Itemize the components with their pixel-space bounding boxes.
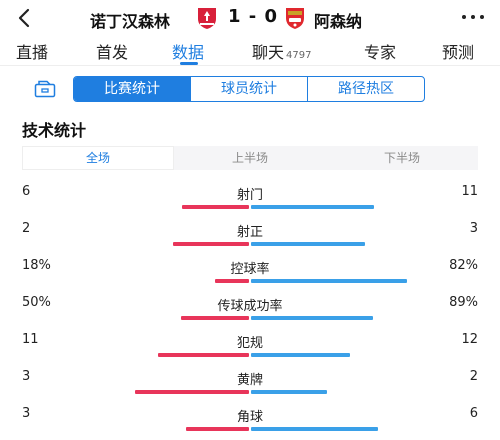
away-value: 89%	[449, 295, 478, 310]
stat-label: 射正	[236, 225, 263, 240]
stat-label: 传球成功率	[217, 299, 283, 314]
tab-live[interactable]: 直播	[16, 43, 49, 62]
more-options-icon[interactable]	[462, 15, 484, 19]
tab-stats[interactable]: 数据	[172, 43, 205, 62]
away-team-crest[interactable]	[284, 6, 306, 30]
stat-row-possession: 18% 控球率 82%	[0, 258, 500, 288]
home-value: 3	[22, 406, 31, 421]
chat-count: 4797	[286, 50, 312, 61]
section-title: 技术统计	[22, 121, 87, 140]
away-bar	[251, 427, 378, 431]
active-tab-indicator	[180, 62, 198, 65]
home-value: 11	[22, 332, 39, 347]
match-score: 1 - 0	[228, 6, 279, 27]
segment-player-stats[interactable]: 球员统计	[190, 77, 307, 101]
away-bar	[251, 205, 374, 209]
away-bar	[251, 279, 407, 283]
stat-label: 黄牌	[236, 373, 263, 388]
away-value: 6	[469, 406, 478, 421]
home-team-name[interactable]: 诺丁汉森林	[90, 12, 171, 31]
chevron-left-icon	[18, 8, 30, 28]
stat-row-shots: 6 射门 11	[0, 184, 500, 214]
home-bar	[182, 205, 249, 209]
stat-label: 射门	[236, 188, 263, 203]
away-bar	[251, 390, 327, 394]
home-value: 2	[22, 221, 31, 236]
away-value: 3	[469, 221, 478, 236]
stats-segment-control: 比赛统计 球员统计 路径热区	[73, 76, 425, 102]
away-bar	[251, 242, 365, 246]
away-value: 2	[469, 369, 478, 384]
tab-chat[interactable]: 聊天 4797	[252, 43, 312, 62]
away-bar	[251, 353, 350, 357]
document-icon[interactable]	[34, 80, 56, 98]
match-header: 诺丁汉森林 1 - 0 阿森纳	[0, 0, 500, 36]
stat-row-corners: 3 角球 6	[0, 406, 500, 436]
away-bar	[251, 316, 373, 320]
segment-match-stats[interactable]: 比赛统计	[74, 77, 190, 101]
period-first-half[interactable]: 上半场	[231, 151, 268, 165]
stat-label: 控球率	[230, 262, 270, 277]
home-value: 3	[22, 369, 31, 384]
period-second-half[interactable]: 下半场	[383, 151, 420, 165]
away-value: 11	[461, 184, 478, 199]
stat-label: 角球	[236, 410, 263, 425]
stat-row-yellow-cards: 3 黄牌 2	[0, 369, 500, 399]
segment-heatmap[interactable]: 路径热区	[307, 77, 424, 101]
home-bar	[215, 279, 249, 283]
away-value: 82%	[449, 258, 478, 273]
home-bar	[135, 390, 249, 394]
home-value: 50%	[22, 295, 51, 310]
period-full-match[interactable]: 全场	[22, 146, 174, 170]
home-bar	[173, 242, 249, 246]
home-value: 18%	[22, 258, 51, 273]
stat-row-shots-on-target: 2 射正 3	[0, 221, 500, 251]
home-bar	[186, 427, 249, 431]
home-team-crest[interactable]	[196, 6, 218, 30]
stat-label: 犯规	[236, 336, 263, 351]
home-bar	[181, 316, 249, 320]
away-value: 12	[461, 332, 478, 347]
tab-lineup[interactable]: 首发	[96, 43, 129, 62]
home-bar	[158, 353, 249, 357]
stat-row-fouls: 11 犯规 12	[0, 332, 500, 362]
tab-predictions[interactable]: 预测	[442, 43, 475, 62]
stat-row-pass-accuracy: 50% 传球成功率 89%	[0, 295, 500, 325]
away-team-name[interactable]: 阿森纳	[314, 12, 363, 31]
tab-experts[interactable]: 专家	[364, 43, 397, 62]
home-value: 6	[22, 184, 31, 199]
back-button[interactable]	[14, 7, 36, 29]
match-tabs: 直播 首发 数据 聊天 4797 专家 预测	[0, 36, 500, 66]
period-tabs: 全场 上半场 下半场	[22, 146, 478, 170]
